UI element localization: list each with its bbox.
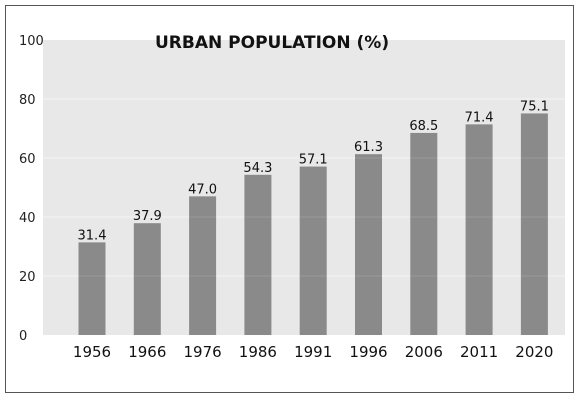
- bar-1966: [133, 223, 161, 335]
- bars: [78, 113, 548, 336]
- value-label-1966: 37.9: [133, 209, 162, 224]
- bar-1991: [299, 166, 327, 335]
- y-tick-label: 60: [19, 152, 36, 167]
- bar-1956: [78, 242, 106, 335]
- x-tick-label-1991: 1991: [294, 343, 332, 361]
- bar-2020: [520, 113, 548, 335]
- x-tick-label-2011: 2011: [460, 343, 498, 361]
- y-tick-label: 40: [19, 211, 36, 226]
- y-tick-label: 80: [19, 93, 36, 108]
- x-tick-label-2020: 2020: [515, 343, 553, 361]
- value-label-2020: 75.1: [520, 99, 549, 114]
- y-axis-ticks: 0 20 40 60 80 100: [19, 34, 44, 344]
- x-tick-label-1996: 1996: [349, 343, 387, 361]
- value-label-2006: 68.5: [409, 119, 438, 134]
- x-tick-label-1956: 1956: [73, 343, 111, 361]
- x-tick-label-1966: 1966: [128, 343, 166, 361]
- x-tick-label-1976: 1976: [184, 343, 222, 361]
- bar-2006: [410, 132, 438, 335]
- bar-1986: [244, 174, 272, 335]
- y-tick-label: 20: [19, 270, 36, 285]
- chart-title: URBAN POPULATION (%): [155, 33, 389, 53]
- y-tick-label: 100: [19, 34, 44, 49]
- x-tick-label-2006: 2006: [405, 343, 443, 361]
- y-tick-label: 0: [19, 329, 27, 344]
- value-label-2011: 71.4: [465, 110, 494, 125]
- value-label-1991: 57.1: [299, 153, 328, 168]
- bar-1996: [355, 154, 382, 335]
- value-labels: 31.4 37.9 47.0 54.3 57.1 61.3 68.5 71.4 75.1: [78, 99, 549, 243]
- value-label-1986: 54.3: [243, 161, 272, 176]
- value-label-1996: 61.3: [354, 140, 383, 155]
- x-axis-ticks: 1956 1966 1976 1986 1991 1996 2006 2011 2020: [73, 343, 554, 361]
- value-label-1976: 47.0: [188, 182, 217, 197]
- bar-2011: [465, 124, 493, 336]
- x-tick-label-1986: 1986: [239, 343, 277, 361]
- value-label-1956: 31.4: [78, 228, 107, 243]
- bar-1976: [189, 196, 217, 335]
